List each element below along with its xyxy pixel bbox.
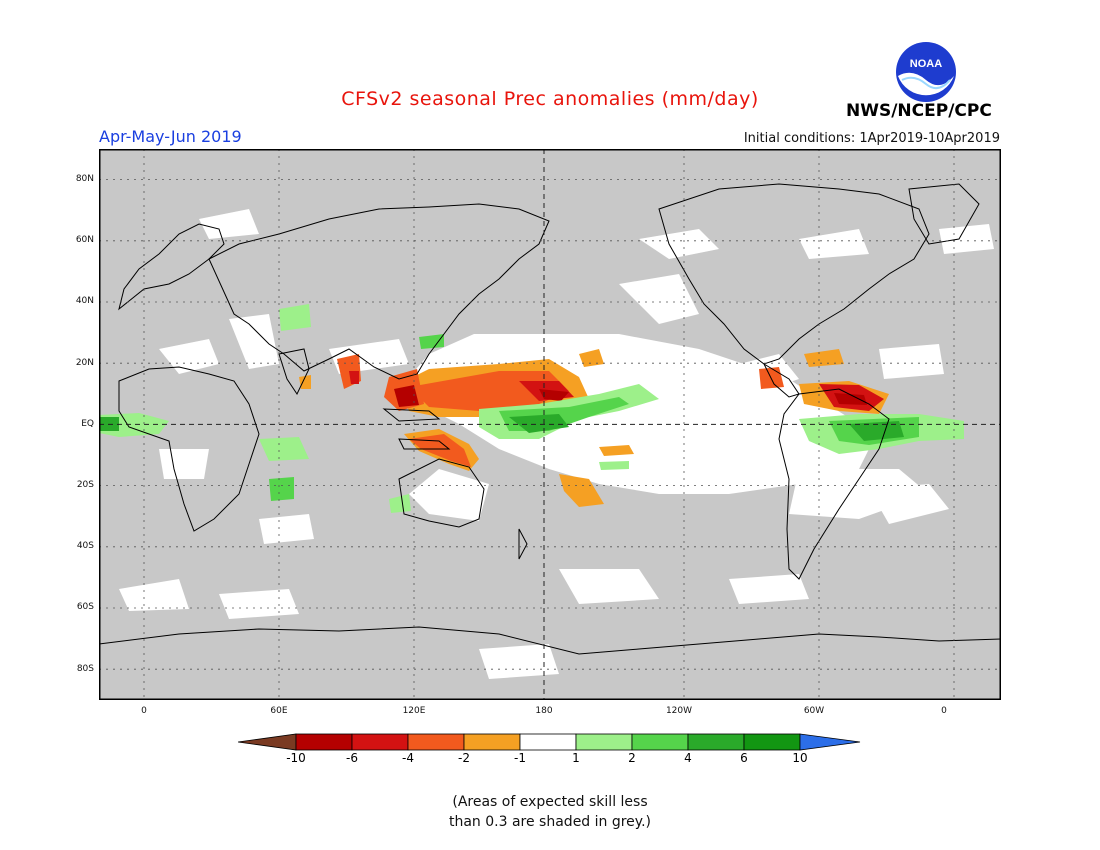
colorbar-segment xyxy=(519,733,577,751)
lon-label: 0 xyxy=(141,706,147,716)
lat-label: EQ xyxy=(81,419,94,429)
colorbar-label: 4 xyxy=(684,751,692,765)
colorbar-label: -2 xyxy=(458,751,470,765)
colorbar-label: 1 xyxy=(572,751,580,765)
lat-label: 60S xyxy=(76,602,94,612)
skill-footnote: (Areas of expected skill less than 0.3 a… xyxy=(0,792,1100,832)
lon-label: 0 xyxy=(941,706,947,716)
colorbar-low-triangle xyxy=(237,733,297,751)
footnote-line-2: than 0.3 are shaded in grey.) xyxy=(448,814,651,830)
colorbar-segment xyxy=(407,733,465,751)
lat-label: 60N xyxy=(75,235,94,245)
colorbar-high-triangle xyxy=(799,733,861,751)
colorbar-label: 6 xyxy=(740,751,748,765)
lat-label: 40S xyxy=(76,541,94,551)
map-frame xyxy=(98,148,1002,701)
lat-label: 80S xyxy=(76,664,94,674)
forecast-period: Apr-May-Jun 2019 xyxy=(99,127,242,146)
coastlines xyxy=(98,183,1002,655)
colorbar-label: 2 xyxy=(628,751,636,765)
colorbar-label: -1 xyxy=(514,751,526,765)
noaa-logo: NOAA xyxy=(894,40,958,104)
colorbar-label: -4 xyxy=(402,751,414,765)
dry-anomalies xyxy=(299,349,889,507)
lat-label: 20N xyxy=(75,358,94,368)
map-title: CFSv2 seasonal Prec anomalies (mm/day) xyxy=(341,88,759,110)
grid-lines xyxy=(99,149,1001,700)
lat-label: 80N xyxy=(75,174,94,184)
lon-label: 60W xyxy=(803,706,825,716)
colorbar-segment xyxy=(687,733,745,751)
logo-text: NOAA xyxy=(910,58,942,70)
colorbar-segment xyxy=(463,733,521,751)
lat-label: 40N xyxy=(75,296,94,306)
footnote-line-1: (Areas of expected skill less xyxy=(452,794,648,810)
precip-anomaly-map xyxy=(98,148,1002,701)
agency-label: NWS/NCEP/CPC xyxy=(846,101,992,121)
lon-label: 180 xyxy=(535,706,553,716)
colorbar-label: -10 xyxy=(286,751,306,765)
colorbar-segment xyxy=(295,733,353,751)
lat-label: 20S xyxy=(76,480,94,490)
colorbar-label: 10 xyxy=(792,751,808,765)
colorbar-segment xyxy=(351,733,409,751)
lon-label: 120E xyxy=(402,706,426,716)
colorbar-label: -6 xyxy=(346,751,358,765)
lon-label: 120W xyxy=(665,706,693,716)
colorbar-segment xyxy=(575,733,633,751)
initial-conditions: Initial conditions: 1Apr2019-10Apr2019 xyxy=(743,131,1000,146)
colorbar-segment xyxy=(631,733,689,751)
equator-dateline xyxy=(99,149,1001,700)
colorbar xyxy=(237,733,862,755)
colorbar-segment xyxy=(743,733,801,751)
lon-label: 60E xyxy=(270,706,288,716)
